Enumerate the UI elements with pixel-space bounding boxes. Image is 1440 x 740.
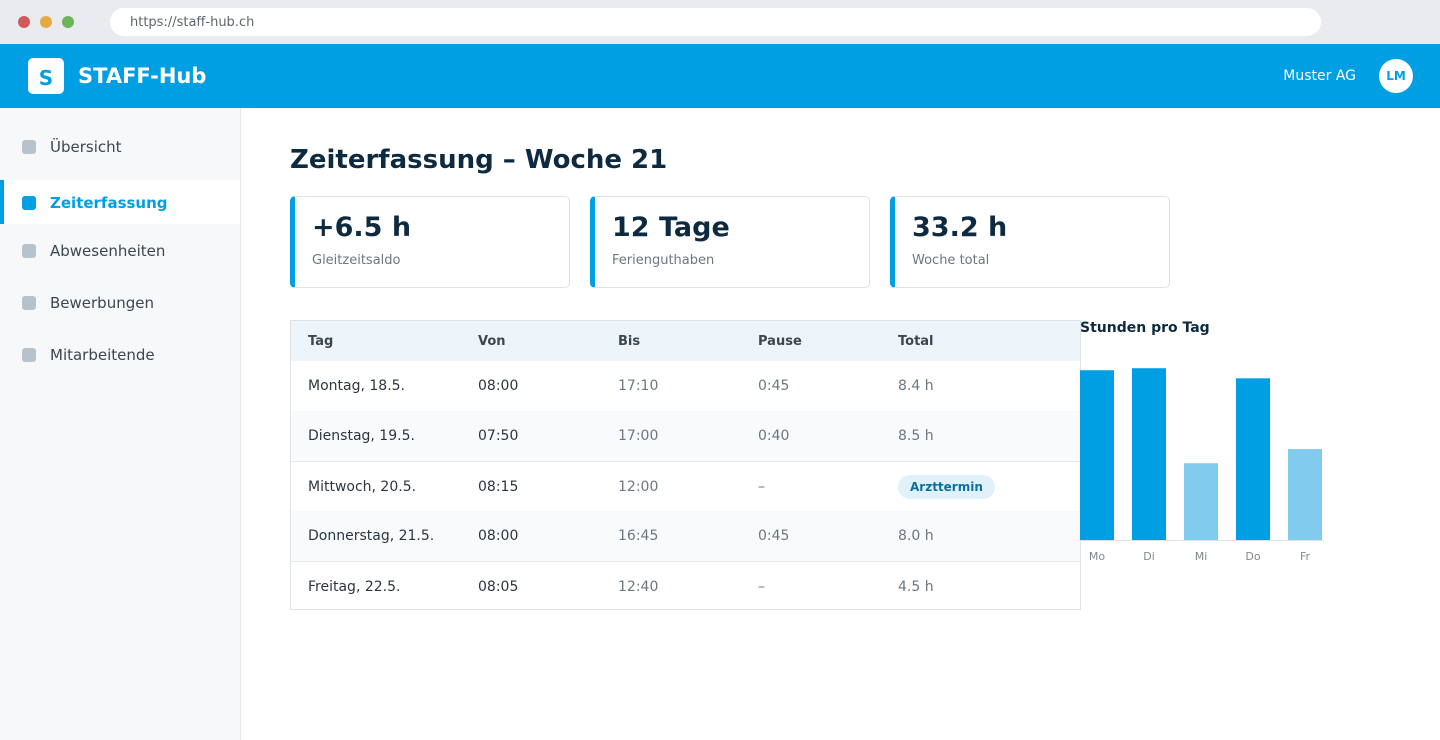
minimize-window-button[interactable] xyxy=(40,16,52,28)
column-header-tag[interactable]: Tag xyxy=(308,334,334,349)
cell-total: 8.5 h xyxy=(898,428,934,444)
stat-card-woche-total: 33.2 h Woche total xyxy=(890,196,1170,288)
chart-title: Stunden pro Tag xyxy=(1080,320,1210,336)
x-tick-label: Do xyxy=(1245,550,1260,563)
column-header-pause[interactable]: Pause xyxy=(758,334,802,349)
sidebar: Übersicht Zeiterfassung Abwesenheiten Be… xyxy=(0,108,241,740)
stat-value: 12 Tage xyxy=(612,212,730,243)
chart-bar-mi[interactable] xyxy=(1184,463,1218,540)
time-tracking-icon xyxy=(22,196,36,210)
overview-icon xyxy=(22,140,36,154)
sidebar-item-abwesenheiten[interactable]: Abwesenheiten xyxy=(0,228,240,272)
cell-tag: Montag, 18.5. xyxy=(308,378,405,394)
url-text: https://staff-hub.ch xyxy=(130,15,255,30)
user-avatar[interactable]: LM xyxy=(1379,59,1413,93)
sidebar-item-label: Bewerbungen xyxy=(50,294,154,312)
browser-chrome: https://staff-hub.ch xyxy=(0,0,1440,44)
app-header: S STAFF-Hub Muster AG LM xyxy=(0,44,1440,108)
cell-total: 4.5 h xyxy=(898,579,934,595)
x-tick-label: Mo xyxy=(1089,550,1105,563)
table-row[interactable]: Freitag, 22.5. 08:05 12:40 – 4.5 h xyxy=(291,561,1080,611)
cell-von: 08:15 xyxy=(478,479,519,495)
cell-pause: – xyxy=(758,579,765,595)
stat-label: Gleitzeitsaldo xyxy=(312,253,401,268)
column-header-bis[interactable]: Bis xyxy=(618,334,641,349)
x-tick-label: Di xyxy=(1143,550,1155,563)
cell-von: 07:50 xyxy=(478,428,519,444)
table-row[interactable]: Montag, 18.5. 08:00 17:10 0:45 8.4 h xyxy=(291,361,1080,411)
cell-tag: Donnerstag, 21.5. xyxy=(308,528,435,544)
brand-name[interactable]: STAFF-Hub xyxy=(78,64,207,88)
sidebar-item-label: Übersicht xyxy=(50,138,122,156)
cell-bis: 16:45 xyxy=(618,528,659,544)
sidebar-item-mitarbeitende[interactable]: Mitarbeitende xyxy=(0,332,240,376)
cell-von: 08:05 xyxy=(478,579,519,595)
cell-von: 08:00 xyxy=(478,378,519,394)
cell-bis: 17:00 xyxy=(618,428,659,444)
x-tick-label: Mi xyxy=(1195,550,1208,563)
cell-bis: 17:10 xyxy=(618,378,659,394)
chart-bar-fr[interactable] xyxy=(1288,449,1322,540)
cell-bis: 12:00 xyxy=(618,479,659,495)
table-row[interactable]: Dienstag, 19.5. 07:50 17:00 0:40 8.5 h xyxy=(291,411,1080,461)
chart-bar-mo[interactable] xyxy=(1080,370,1114,540)
absence-icon xyxy=(22,244,36,258)
time-table: Tag Von Bis Pause Total Montag, 18.5. 08… xyxy=(290,320,1081,610)
stat-card-gleitzeit: +6.5 h Gleitzeitsaldo xyxy=(290,196,570,288)
close-window-button[interactable] xyxy=(18,16,30,28)
sidebar-item-bewerbungen[interactable]: Bewerbungen xyxy=(0,280,240,324)
stat-card-ferien: 12 Tage Ferienguthaben xyxy=(590,196,870,288)
page-title: Zeiterfassung – Woche 21 xyxy=(290,145,668,175)
stat-label: Woche total xyxy=(912,253,990,268)
hours-per-day-chart: Mo Di Mi Do Fr xyxy=(1080,368,1324,563)
chart-bar-di[interactable] xyxy=(1132,368,1166,540)
employees-icon xyxy=(22,348,36,362)
column-header-total[interactable]: Total xyxy=(898,334,934,349)
stat-value: 33.2 h xyxy=(912,212,1008,243)
stat-value: +6.5 h xyxy=(312,212,412,243)
cell-pause: 0:45 xyxy=(758,528,790,544)
sidebar-item-label: Abwesenheiten xyxy=(50,242,166,260)
cell-von: 08:00 xyxy=(478,528,519,544)
cell-tag: Dienstag, 19.5. xyxy=(308,428,415,444)
table-header: Tag Von Bis Pause Total xyxy=(291,321,1080,361)
sidebar-item-uebersicht[interactable]: Übersicht xyxy=(0,124,240,168)
address-bar[interactable]: https://staff-hub.ch xyxy=(110,8,1321,36)
table-row[interactable]: Donnerstag, 21.5. 08:00 16:45 0:45 8.0 h xyxy=(291,511,1080,561)
stat-label: Ferienguthaben xyxy=(612,253,715,268)
cell-total: 8.0 h xyxy=(898,528,934,544)
cell-pause: – xyxy=(758,479,765,495)
cell-pause: 0:40 xyxy=(758,428,790,444)
chart-bar-do[interactable] xyxy=(1236,378,1270,540)
applications-icon xyxy=(22,296,36,310)
cell-tag: Mittwoch, 20.5. xyxy=(308,479,417,495)
cell-total: 8.4 h xyxy=(898,378,934,394)
cell-tag: Freitag, 22.5. xyxy=(308,579,401,595)
sidebar-item-zeiterfassung[interactable]: Zeiterfassung xyxy=(0,180,240,224)
company-name: Muster AG xyxy=(1283,68,1356,84)
column-header-von[interactable]: Von xyxy=(478,334,506,349)
maximize-window-button[interactable] xyxy=(62,16,74,28)
cell-bis: 12:40 xyxy=(618,579,659,595)
table-row[interactable]: Mittwoch, 20.5. 08:15 12:00 – Arzttermin xyxy=(291,461,1080,511)
cell-pause: 0:45 xyxy=(758,378,790,394)
x-tick-label: Fr xyxy=(1300,550,1311,563)
sidebar-item-label: Zeiterfassung xyxy=(50,194,168,212)
brand-logo[interactable]: S xyxy=(28,58,64,94)
status-badge: Arzttermin xyxy=(898,475,995,499)
sidebar-item-label: Mitarbeitende xyxy=(50,346,155,364)
